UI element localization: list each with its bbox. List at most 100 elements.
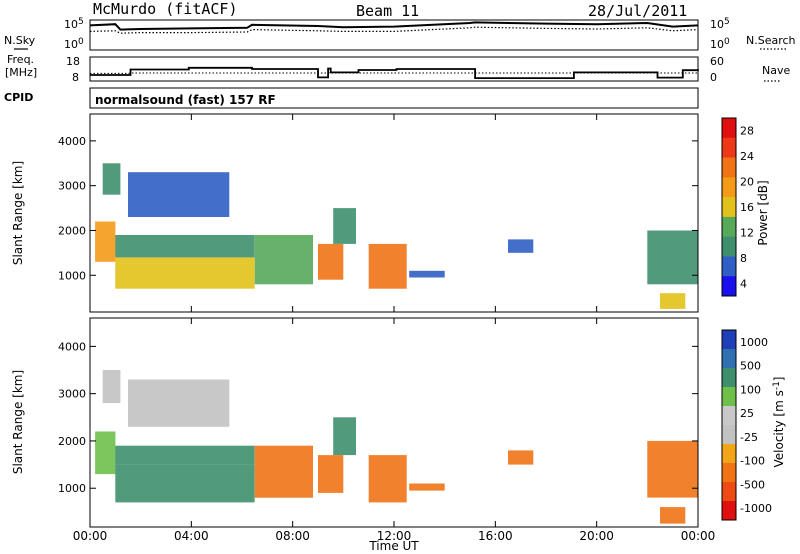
velocity-colorbar-tick: 25 xyxy=(740,407,754,420)
velocity-colorbar-swatch xyxy=(722,349,736,369)
nave-tick-top: 60 xyxy=(710,55,724,68)
noise-panel: 105 100 105 100 xyxy=(64,17,730,51)
station-title: McMurdo (fitACF) xyxy=(93,0,238,18)
echo-region xyxy=(409,483,445,491)
echo-region xyxy=(102,370,121,404)
echo-region xyxy=(115,445,255,465)
y-tick-label: 2000 xyxy=(58,435,86,448)
echo-region xyxy=(647,230,698,285)
power-colorbar-swatch xyxy=(722,276,736,297)
velocity-ylabel: Slant Range [km] xyxy=(11,370,25,474)
power-colorbar-swatch xyxy=(722,118,736,139)
velocity-panel: 1000 2000 3000 4000 Slant Range [km] xyxy=(11,317,699,528)
echo-region xyxy=(115,257,255,289)
velocity-colorbar-swatch xyxy=(722,368,736,388)
velocity-colorbar-frame xyxy=(721,329,737,521)
velocity-colorbar-tick: -100 xyxy=(740,455,765,468)
echo-region xyxy=(115,464,255,503)
power-ylabel: Slant Range [km] xyxy=(11,161,25,265)
cpid-label: CPID xyxy=(4,91,33,104)
echo-region xyxy=(254,235,313,285)
power-colorbar-tick: 4 xyxy=(740,277,747,290)
y-tick-label: 1000 xyxy=(58,482,86,495)
power-colorbar-swatch xyxy=(722,137,736,159)
frequency-series-line xyxy=(90,66,699,79)
noise-left-tick-top: 105 xyxy=(64,17,84,31)
freq-tick-top: 18 xyxy=(66,55,80,68)
time-axis-label: Time UT xyxy=(368,539,419,553)
power-colorbar-tick: 24 xyxy=(740,150,754,163)
y-tick-label: 3000 xyxy=(58,388,86,401)
power-yticks: 1000 2000 3000 4000 xyxy=(58,135,698,282)
date-title: 28/Jul/2011 xyxy=(588,2,687,20)
power-colorbar-tick: 20 xyxy=(740,176,754,189)
x-tick-label: 16:00 xyxy=(478,529,513,543)
freq-label-line1: Freq. xyxy=(7,53,34,66)
y-tick-label: 3000 xyxy=(58,180,86,193)
velocity-colorbar-tick: -25 xyxy=(740,431,758,444)
velocity-colorbar-swatch xyxy=(722,501,736,521)
freq-label-line2: [MHz] xyxy=(5,66,37,79)
noise-right-tick-bottom: 100 xyxy=(710,37,730,51)
echo-region xyxy=(368,243,407,289)
echo-region xyxy=(647,440,698,498)
x-tick-label: 00:00 xyxy=(681,529,716,543)
y-tick-label: 1000 xyxy=(58,269,86,282)
velocity-colorbar-tick: 100 xyxy=(740,383,761,396)
program-name: normalsound (fast) 157 RF xyxy=(95,93,276,107)
power-panel: 1000 2000 3000 4000 Slant Range [km] xyxy=(11,113,699,313)
x-tick-label: 20:00 xyxy=(579,529,614,543)
echo-region xyxy=(333,417,356,456)
noise-right-tick-top: 105 xyxy=(710,17,730,31)
beam-title: Beam 11 xyxy=(356,2,419,20)
freq-panel: 18 8 60 0 xyxy=(66,55,724,84)
velocity-colorbar-swatch xyxy=(722,482,736,502)
velocity-colorbar-tick: -1000 xyxy=(740,502,772,515)
power-colorbar-tick: 12 xyxy=(740,226,754,239)
power-regions xyxy=(95,163,698,309)
power-colorbar-swatch xyxy=(722,197,736,218)
velocity-regions xyxy=(95,370,698,524)
noise-left-tick-bottom: 100 xyxy=(64,37,84,51)
power-colorbar-label: Power [dB] xyxy=(756,180,770,245)
noise-series-line xyxy=(89,21,699,31)
velocity-colorbar-swatch xyxy=(722,444,736,464)
echo-region xyxy=(95,431,116,475)
x-tick-label: 04:00 xyxy=(174,529,209,543)
velocity-colorbar-swatch xyxy=(722,387,736,407)
power-colorbar: 4 8 12 16 20 24 28 xyxy=(721,117,754,297)
power-colorbar-swatch xyxy=(722,177,736,198)
y-tick-label: 2000 xyxy=(58,224,86,237)
nsearch-label: N.Search xyxy=(746,34,796,47)
nave-tick-bottom: 0 xyxy=(710,71,717,84)
power-colorbar-swatch xyxy=(722,256,736,277)
velocity-colorbar-tick: 1000 xyxy=(740,336,768,349)
velocity-colorbar-swatch xyxy=(722,330,736,350)
power-colorbar-tick: 28 xyxy=(740,125,754,138)
echo-region xyxy=(254,445,313,498)
velocity-colorbar: 1000 500 100 25 -25 -100 -500 -1000 xyxy=(721,329,772,521)
echo-region xyxy=(508,239,534,253)
echo-region xyxy=(128,172,230,217)
nsky-label: N.Sky xyxy=(4,34,36,47)
echo-region xyxy=(660,507,686,524)
echo-region xyxy=(508,450,534,465)
velocity-colorbar-label: Velocity [m s-1] xyxy=(772,377,786,468)
noise-panel-frame xyxy=(89,19,699,51)
echo-region xyxy=(368,455,407,503)
time-axis: 00:00 04:00 08:00 12:00 16:00 20:00 00:00 xyxy=(73,114,716,543)
velocity-colorbar-swatch xyxy=(722,463,736,483)
power-colorbar-swatch xyxy=(722,216,736,238)
power-colorbar-swatch xyxy=(722,236,736,257)
echo-region xyxy=(318,243,344,280)
echo-region xyxy=(128,379,230,427)
nave-label: Nave xyxy=(762,64,790,77)
freq-tick-bottom: 8 xyxy=(72,71,79,84)
echo-region xyxy=(102,163,121,195)
x-tick-label: 12:00 xyxy=(377,529,412,543)
power-colorbar-swatch xyxy=(722,157,736,178)
cpid-panel-frame xyxy=(89,87,699,109)
power-colorbar-frame xyxy=(721,117,737,297)
echo-region xyxy=(333,208,356,244)
